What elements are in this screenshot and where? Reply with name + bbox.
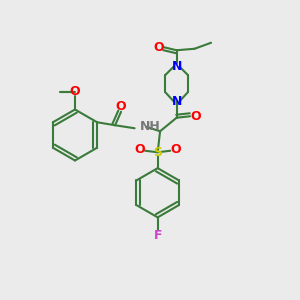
Text: S: S bbox=[153, 146, 162, 159]
Text: O: O bbox=[116, 100, 126, 113]
Text: N: N bbox=[171, 95, 182, 108]
Text: NH: NH bbox=[140, 120, 161, 133]
Text: O: O bbox=[170, 143, 181, 156]
Text: O: O bbox=[70, 85, 80, 98]
Text: O: O bbox=[153, 41, 164, 54]
Text: F: F bbox=[153, 229, 162, 242]
Text: O: O bbox=[134, 143, 145, 156]
Text: N: N bbox=[171, 60, 182, 73]
Text: O: O bbox=[190, 110, 201, 123]
